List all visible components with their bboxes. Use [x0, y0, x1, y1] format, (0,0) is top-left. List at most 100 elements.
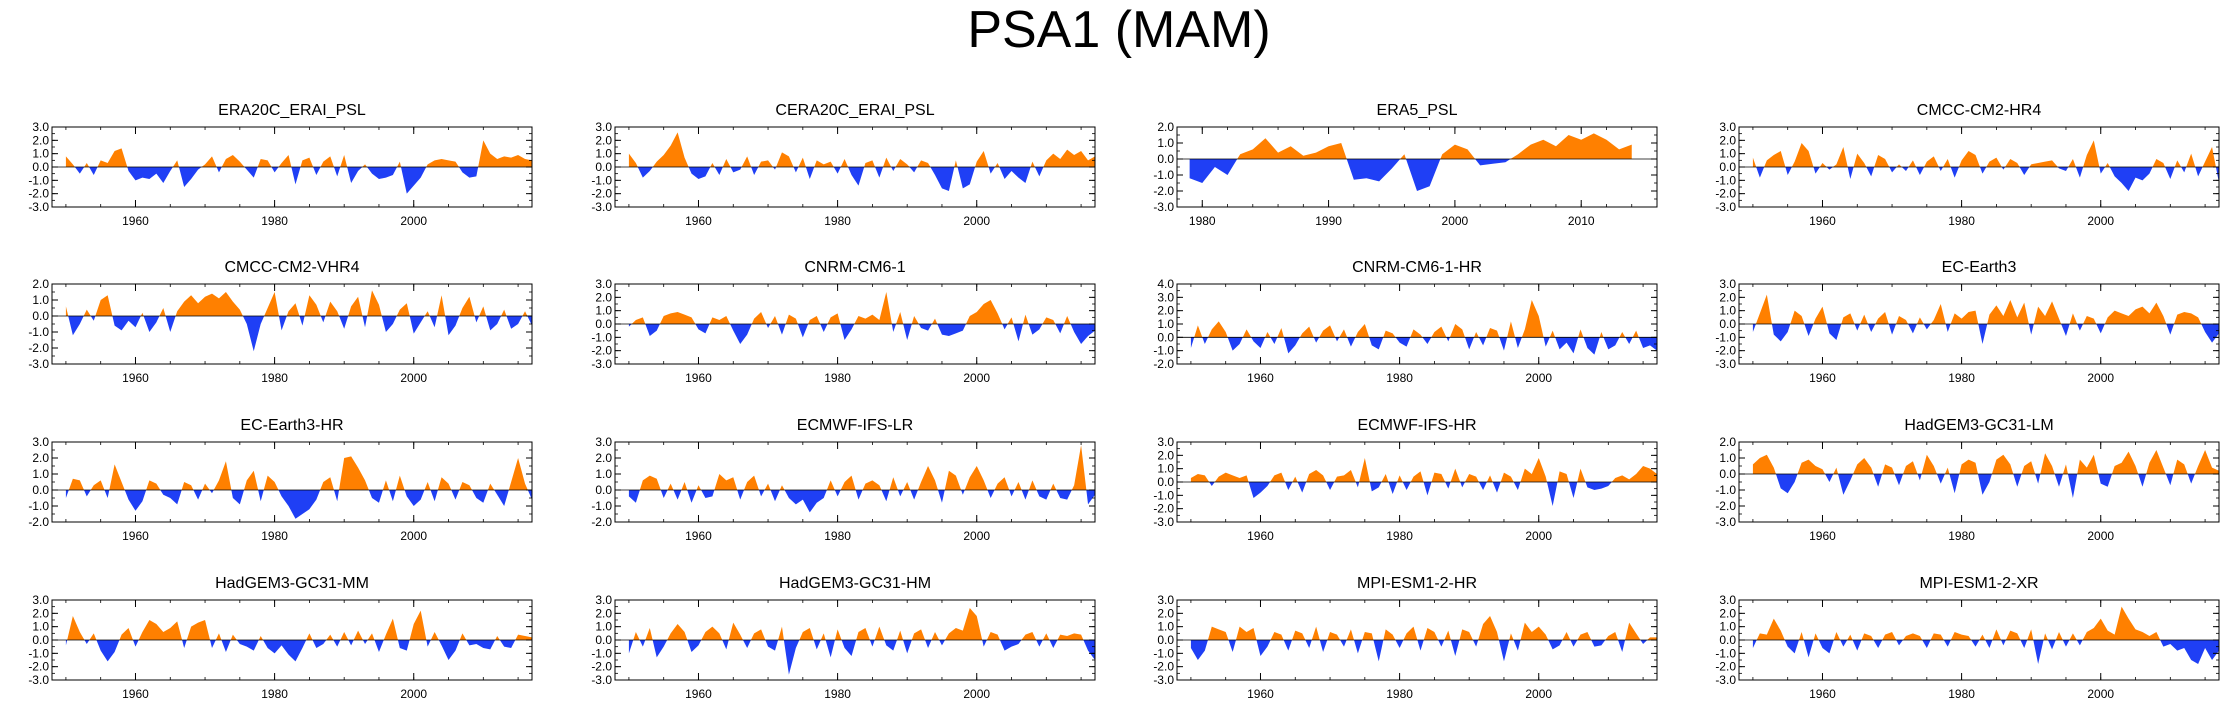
y-tick-label: -2.0 — [591, 344, 612, 358]
panel-7: CNRM-CM6-1-HR -2.0-1.00.01.02.03.04.0 1960… — [1153, 259, 1658, 385]
y-tick-label: 2.0 — [595, 133, 612, 147]
x-tick-label: 2000 — [2087, 529, 2114, 543]
x-tick-label: 2000 — [963, 529, 990, 543]
y-tick-label: 1.0 — [32, 620, 49, 634]
x-tick-label: 1960 — [122, 214, 149, 228]
x-tick-label: 1960 — [122, 371, 149, 385]
panel-8: EC-Earth3 -3.0-2.0-1.00.01.02.03.0 1960 198… — [1715, 259, 2220, 385]
y-tick-label: 2.0 — [1719, 133, 1736, 147]
x-tick-label: 1960 — [1809, 371, 1836, 385]
panel-title: CNRM-CM6-1-HR — [1352, 259, 1482, 276]
positive-area — [1190, 458, 1657, 482]
panel-title: CERA20C_ERAI_PSL — [775, 102, 934, 119]
y-tick-label: 1.0 — [32, 467, 49, 481]
y-tick-label: -3.0 — [28, 357, 49, 371]
panel-4: CMCC-CM2-HR4 -3.0-2.0-1.00.01.02.03.0 1960… — [1715, 102, 2220, 228]
x-tick-label: 1980 — [261, 214, 288, 228]
x-tick-label: 1960 — [1247, 687, 1274, 701]
positive-area — [1752, 606, 2219, 640]
y-tick-label: -2.0 — [1715, 187, 1736, 201]
x-tick-label: 1960 — [685, 529, 712, 543]
y-tick-label: -2.0 — [1153, 357, 1174, 371]
y-tick-label: 3.0 — [1719, 277, 1736, 291]
y-tick-label: 1.0 — [1719, 451, 1736, 465]
y-tick-label: 3.0 — [1157, 593, 1174, 607]
y-tick-label: -3.0 — [591, 673, 612, 687]
y-tick-label: 0.0 — [1157, 330, 1174, 344]
y-tick-label: -3.0 — [1153, 515, 1174, 529]
x-tick-label: 1960 — [1809, 687, 1836, 701]
y-tick-label: 0.0 — [1157, 475, 1174, 489]
positive-area — [628, 445, 1095, 490]
negative-area — [65, 316, 532, 352]
y-tick-label: 4.0 — [1157, 277, 1174, 291]
positive-area — [1189, 133, 1632, 159]
x-tick-label: 1980 — [261, 529, 288, 543]
panel-title: ERA20C_ERAI_PSL — [218, 102, 366, 119]
positive-area — [65, 290, 532, 316]
y-tick-label: -1.0 — [591, 330, 612, 344]
y-tick-label: -2.0 — [28, 187, 49, 201]
panel-title: EC-Earth3 — [1942, 259, 2017, 276]
y-tick-label: -1.0 — [1153, 488, 1174, 502]
positive-area — [65, 610, 532, 640]
y-tick-label: -1.0 — [1153, 344, 1174, 358]
y-tick-label: -1.0 — [1153, 646, 1174, 660]
panel-11: ECMWF-IFS-HR -3.0-2.0-1.00.01.02.03.0 1960… — [1153, 417, 1658, 543]
y-tick-label: -3.0 — [1153, 200, 1174, 214]
y-tick-label: -2.0 — [1153, 502, 1174, 516]
positive-area — [1752, 450, 2219, 474]
positive-area — [628, 132, 1095, 167]
x-tick-label: 1980 — [1386, 529, 1413, 543]
y-tick-label: -2.0 — [28, 515, 49, 529]
panel-15: MPI-ESM1-2-HR -3.0-2.0-1.00.01.02.03.0 196… — [1153, 575, 1658, 701]
panel-title: ECMWF-IFS-HR — [1357, 417, 1476, 434]
negative-area — [1190, 337, 1657, 355]
y-tick-label: 3.0 — [1719, 120, 1736, 134]
x-tick-label: 2000 — [1525, 529, 1552, 543]
y-tick-label: 1.0 — [1157, 462, 1174, 476]
x-tick-label: 2000 — [2087, 214, 2114, 228]
y-tick-label: 3.0 — [1157, 290, 1174, 304]
panel-10: ECMWF-IFS-LR -2.0 -1.0 0.0 1.0 2.0 3.0 1960 1980… — [591, 417, 1096, 543]
y-tick-label: 2.0 — [32, 606, 49, 620]
x-tick-label: 1980 — [824, 371, 851, 385]
panel-1: ERA20C_ERAI_PSL -3.0-2.0-1.00.01.02.03.0 1… — [28, 102, 533, 228]
y-tick-label: 0.0 — [32, 483, 49, 497]
y-tick-label: -2.0 — [1715, 660, 1736, 674]
y-tick-label: 1.0 — [1157, 317, 1174, 331]
positive-area — [1190, 300, 1657, 338]
y-tick-label: 0.0 — [1719, 160, 1736, 174]
x-tick-label: 2000 — [1442, 214, 1469, 228]
y-tick-label: -3.0 — [591, 357, 612, 371]
panel-12: HadGEM3-GC31-LM -3.0 -2.0 -1.0 0.0 1.0 2.0 1960… — [1715, 417, 2220, 543]
x-tick-label: 1980 — [1386, 371, 1413, 385]
x-tick-label: 1980 — [824, 214, 851, 228]
panel-13: HadGEM3-GC31-MM -3.0-2.0-1.00.01.02.03.0 1… — [28, 575, 533, 701]
y-tick-label: 1.0 — [1157, 136, 1174, 150]
y-tick-label: 2.0 — [1719, 606, 1736, 620]
x-tick-label: 2000 — [2087, 687, 2114, 701]
y-tick-label: -1.0 — [591, 173, 612, 187]
y-tick-label: -3.0 — [1153, 673, 1174, 687]
panel-5: CMCC-CM2-VHR4 -3.0 -2.0 -1.0 0.0 1.0 2.0 1960 19… — [28, 259, 533, 385]
y-tick-label: -3.0 — [1715, 515, 1736, 529]
y-tick-label: 0.0 — [32, 160, 49, 174]
x-tick-label: 1960 — [122, 529, 149, 543]
y-tick-label: -2.0 — [1715, 344, 1736, 358]
panel-title: ECMWF-IFS-LR — [797, 417, 913, 434]
negative-area — [65, 490, 532, 519]
y-tick-label: 2.0 — [595, 451, 612, 465]
y-tick-label: -1.0 — [28, 325, 49, 339]
y-tick-label: -3.0 — [28, 673, 49, 687]
y-tick-label: 0.0 — [1157, 152, 1174, 166]
y-tick-label: 3.0 — [32, 120, 49, 134]
y-tick-label: 0.0 — [595, 483, 612, 497]
y-tick-label: -1.0 — [591, 499, 612, 513]
panel-16: MPI-ESM1-2-XR -3.0-2.0-1.00.01.02.03.0 196… — [1715, 575, 2220, 701]
y-tick-label: 3.0 — [595, 593, 612, 607]
figure-title: PSA1 (MAM) — [967, 1, 1271, 59]
negative-area — [65, 167, 532, 194]
panel-title: EC-Earth3-HR — [240, 417, 343, 434]
